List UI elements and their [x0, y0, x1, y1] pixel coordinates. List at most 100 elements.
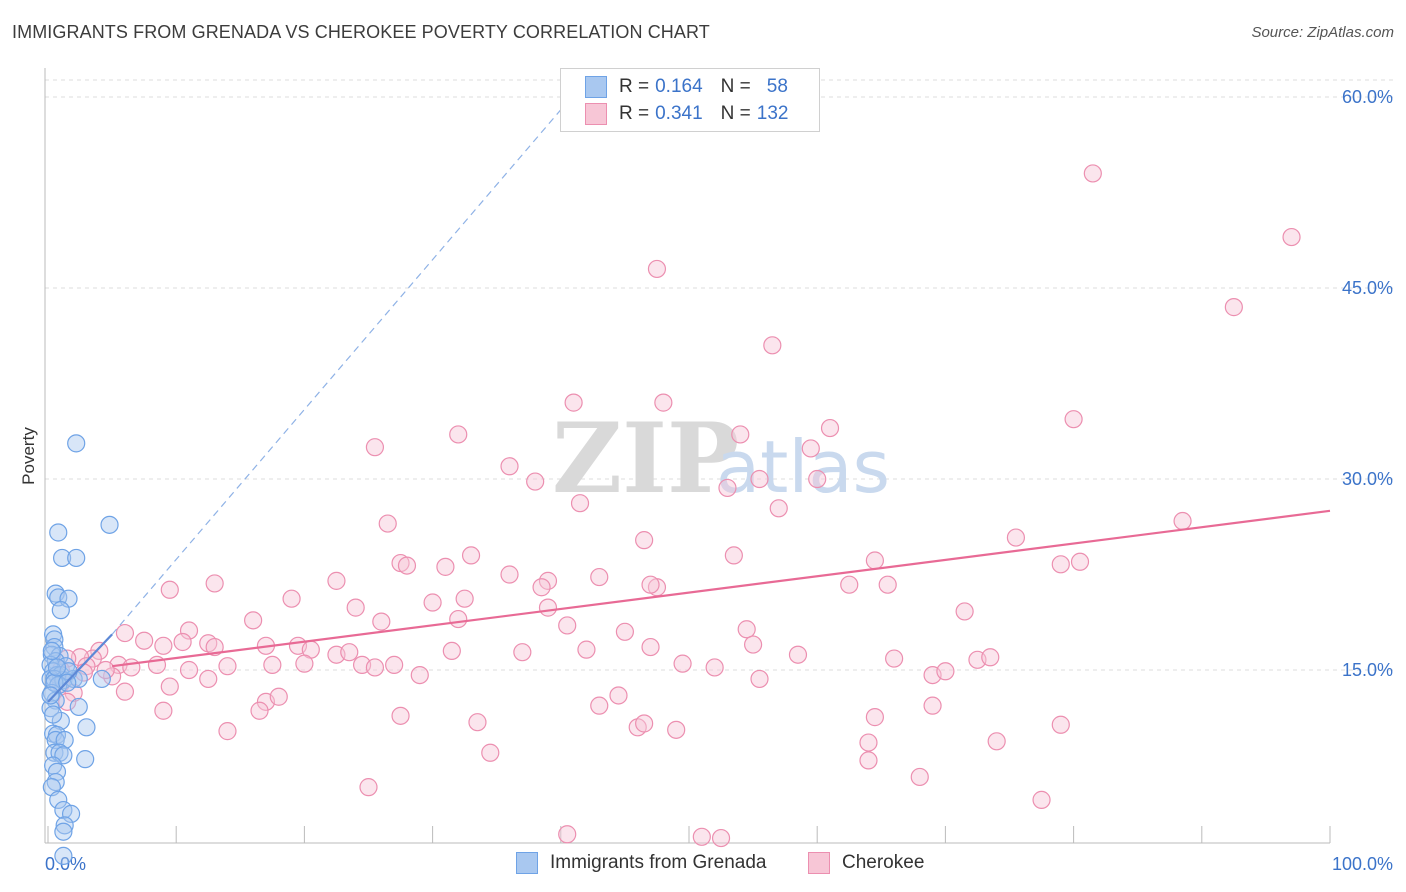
cherokee-point	[878, 575, 897, 594]
cherokee-point	[577, 640, 596, 659]
cherokee-point	[115, 623, 135, 643]
cherokee-point	[538, 598, 558, 617]
legend-r-value: 0.164	[655, 76, 703, 97]
cherokee-point	[737, 620, 756, 639]
cherokee-point	[981, 648, 1000, 667]
y-tick-label: 15.0%	[1342, 660, 1393, 680]
cherokee-point	[173, 632, 192, 652]
cherokee-point	[820, 418, 840, 438]
cherokee-point	[244, 611, 263, 630]
cherokee-point	[865, 708, 884, 727]
grenada-point	[77, 718, 96, 737]
legend-r-label: R =	[619, 76, 650, 97]
watermark-atlas: atlas	[716, 425, 890, 509]
legend-swatch-grenada	[516, 852, 538, 874]
grenada-point	[54, 846, 73, 866]
cherokee-point	[449, 609, 468, 629]
cherokee-point	[641, 575, 660, 594]
cherokee-point	[532, 578, 551, 597]
cherokee-point	[135, 631, 154, 650]
cherokee-point	[154, 701, 173, 720]
cherokee-point	[724, 546, 743, 565]
cherokee-point	[513, 643, 532, 662]
grenada-trend-extension	[111, 109, 562, 635]
grid-lines	[45, 79, 1395, 671]
legend-n-value: 132	[756, 103, 789, 124]
grenada-point	[61, 804, 81, 823]
cherokee-point	[987, 732, 1006, 751]
cherokee-point	[840, 575, 859, 594]
grenada-point	[42, 641, 61, 661]
grenada-point	[54, 822, 73, 841]
legend-swatch-cherokee	[585, 103, 607, 125]
cherokee-point	[718, 478, 737, 498]
cherokee-point	[205, 574, 224, 593]
grenada-point	[47, 658, 67, 677]
cherokee-point	[154, 636, 173, 655]
cherokee-point	[743, 635, 763, 654]
cherokee-point	[359, 778, 378, 797]
cherokee-point	[218, 722, 237, 741]
cherokee-point	[346, 598, 365, 617]
cherokee-point	[500, 457, 519, 476]
cherokee-point	[705, 658, 724, 677]
cherokee-point	[455, 589, 474, 608]
y-tick-label: 30.0%	[1342, 469, 1393, 489]
legend-n-label: N =	[720, 76, 751, 97]
legend-item-grenada[interactable]: Immigrants from Grenada	[516, 852, 766, 874]
cherokee-point	[558, 616, 577, 635]
cherokee-point	[1083, 164, 1102, 183]
grenada-point	[49, 790, 68, 809]
cherokee-point	[391, 706, 410, 725]
cherokee-point	[615, 622, 635, 641]
legend-label-cherokee: Cherokee	[842, 852, 925, 873]
cherokee-point	[372, 612, 391, 631]
cherokee-point	[385, 655, 404, 675]
cherokee-point	[590, 567, 609, 587]
legend-n-value: 58	[766, 76, 788, 97]
legend-row-cherokee: R = 0.341 N = 132	[585, 102, 788, 126]
cherokee-point	[1173, 511, 1192, 531]
cherokee-point	[500, 565, 519, 584]
grenada-point	[67, 434, 86, 453]
cherokee-point	[558, 825, 577, 844]
cherokee-point	[955, 602, 974, 621]
cherokee-trend-line	[111, 509, 1331, 668]
grenada-trend-line	[47, 633, 113, 703]
correlation-legend: R = 0.164 N = 58 R = 0.341 N = 132	[560, 68, 820, 132]
cherokee-point	[365, 438, 385, 457]
cherokee-point	[269, 687, 288, 706]
y-tick-labels: 15.0% 30.0% 45.0% 60.0%	[1342, 87, 1393, 680]
cherokee-point	[442, 641, 461, 661]
cherokee-point	[788, 645, 808, 664]
cherokee-point	[449, 425, 468, 444]
cherokee-point	[365, 658, 385, 677]
legend-n-label: N =	[720, 103, 751, 124]
cherokee-point	[1282, 227, 1301, 247]
legend-item-cherokee[interactable]: Cherokee	[808, 852, 924, 874]
cherokee-point	[378, 514, 397, 533]
cherokee-point	[769, 499, 788, 518]
cherokee-point	[468, 713, 487, 732]
grenada-point	[100, 515, 119, 534]
cherokee-point	[340, 643, 359, 662]
cherokee-point	[179, 660, 199, 680]
cherokee-point	[859, 733, 878, 752]
cherokee-point	[1006, 528, 1026, 547]
cherokee-point	[667, 720, 686, 739]
cherokee-point	[731, 425, 750, 444]
cherokee-point	[205, 637, 224, 657]
cherokee-point	[564, 393, 583, 412]
cherokee-point	[250, 701, 269, 720]
cherokee-point	[635, 531, 654, 550]
grenada-point	[45, 630, 64, 649]
series-legend: Immigrants from Grenada Cherokee	[0, 852, 1406, 878]
grenada-point	[69, 697, 88, 717]
grenada-point	[51, 601, 70, 620]
cherokee-point	[64, 683, 83, 703]
cherokee-point	[570, 494, 590, 513]
legend-swatch-cherokee	[808, 852, 830, 874]
watermark: ZIP atlas	[552, 402, 890, 515]
grenada-point	[41, 686, 60, 705]
